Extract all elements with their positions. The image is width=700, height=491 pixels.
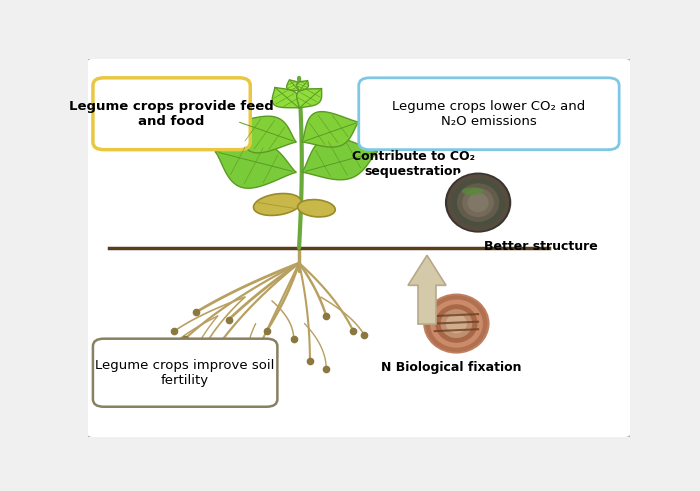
Ellipse shape bbox=[468, 193, 489, 212]
Ellipse shape bbox=[435, 304, 477, 343]
Ellipse shape bbox=[430, 300, 483, 348]
Ellipse shape bbox=[446, 314, 467, 333]
Ellipse shape bbox=[298, 199, 335, 217]
Text: N Biological fixation: N Biological fixation bbox=[381, 361, 522, 374]
Ellipse shape bbox=[421, 292, 491, 355]
Polygon shape bbox=[302, 137, 378, 180]
Ellipse shape bbox=[447, 174, 509, 231]
Ellipse shape bbox=[462, 188, 494, 217]
Ellipse shape bbox=[440, 309, 473, 338]
FancyBboxPatch shape bbox=[93, 78, 251, 150]
Polygon shape bbox=[302, 111, 358, 147]
Text: Legume crops lower CO₂ and
N₂O emissions: Legume crops lower CO₂ and N₂O emissions bbox=[392, 100, 586, 128]
Polygon shape bbox=[286, 80, 300, 91]
Text: Legume crops improve soil
fertility: Legume crops improve soil fertility bbox=[95, 359, 275, 387]
Polygon shape bbox=[272, 87, 299, 108]
FancyArrow shape bbox=[408, 255, 446, 324]
Polygon shape bbox=[297, 81, 309, 91]
Polygon shape bbox=[215, 143, 296, 188]
Polygon shape bbox=[297, 88, 322, 108]
Text: Contribute to CO₂
sequestration: Contribute to CO₂ sequestration bbox=[351, 150, 475, 178]
Ellipse shape bbox=[443, 170, 513, 235]
Text: Better structure: Better structure bbox=[484, 241, 597, 253]
Ellipse shape bbox=[452, 179, 505, 227]
Ellipse shape bbox=[253, 193, 301, 216]
FancyBboxPatch shape bbox=[85, 57, 633, 439]
Text: Legume crops provide feed
and food: Legume crops provide feed and food bbox=[69, 100, 274, 128]
FancyBboxPatch shape bbox=[358, 78, 619, 150]
Ellipse shape bbox=[462, 188, 484, 195]
FancyBboxPatch shape bbox=[93, 339, 277, 407]
Polygon shape bbox=[237, 116, 296, 153]
Ellipse shape bbox=[457, 183, 499, 222]
Ellipse shape bbox=[426, 295, 487, 352]
